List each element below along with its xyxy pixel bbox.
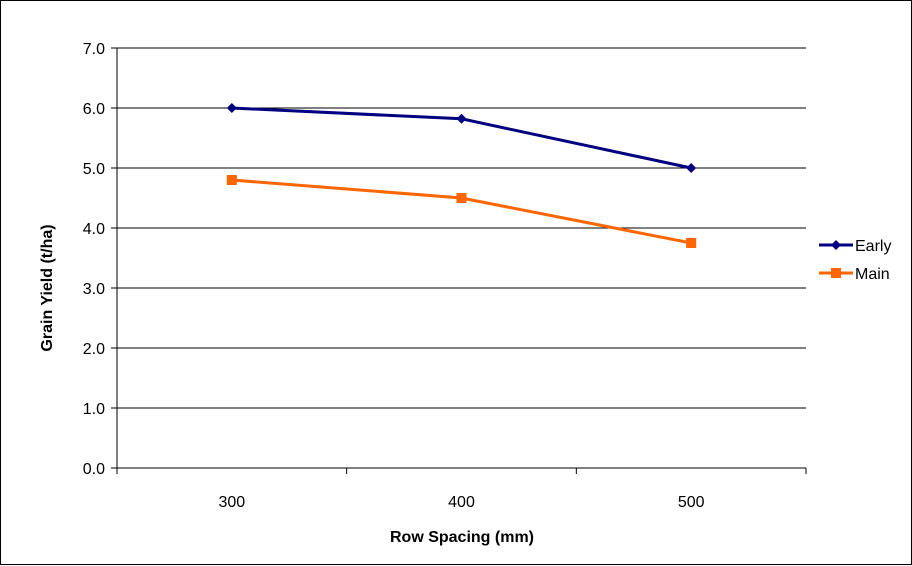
series-group xyxy=(226,103,697,248)
y-tick-label: 4.0 xyxy=(83,221,105,238)
x-tick-label: 400 xyxy=(448,494,475,511)
legend-marker xyxy=(831,268,841,278)
data-point-main xyxy=(226,175,237,185)
data-point-main xyxy=(686,238,697,248)
y-tick-label: 2.0 xyxy=(83,341,105,358)
legend-item-early: Early xyxy=(819,238,891,255)
series-main xyxy=(226,175,697,248)
data-point-main xyxy=(456,193,467,203)
gridlines xyxy=(117,47,806,409)
data-point-early xyxy=(686,163,697,173)
x-tick-label: 500 xyxy=(678,494,705,511)
legend: Early Main xyxy=(819,238,891,283)
y-tick-label: 6.0 xyxy=(83,101,105,118)
legend-label: Early xyxy=(855,238,891,255)
y-tick-label: 0.0 xyxy=(83,461,105,478)
legend-marker xyxy=(831,240,841,250)
series-early xyxy=(226,103,697,173)
x-tick-label: 300 xyxy=(218,494,245,511)
data-point-early xyxy=(456,113,467,124)
y-tick-label: 3.0 xyxy=(83,281,105,298)
x-axis-title: Row Spacing (mm) xyxy=(390,529,534,546)
data-point-early xyxy=(226,103,237,113)
y-tick-label: 7.0 xyxy=(83,41,105,58)
series-main-line xyxy=(231,178,692,245)
y-tick-label: 1.0 xyxy=(83,401,105,418)
y-axis-title: Grain Yield (t/ha) xyxy=(39,224,56,351)
legend-label: Main xyxy=(855,266,890,283)
axes: 0.0 1.0 2.0 3.0 4.0 5.0 6.0 7.0 300 400 500 xyxy=(83,41,807,511)
legend-item-main: Main xyxy=(819,266,890,283)
y-tick-label: 5.0 xyxy=(83,161,105,178)
